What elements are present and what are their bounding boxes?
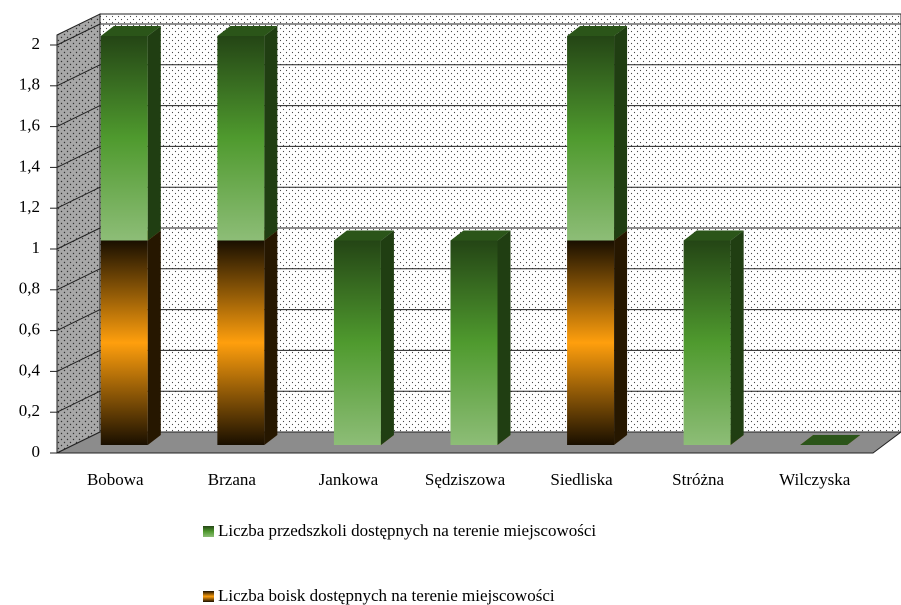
grid-line bbox=[56, 268, 101, 291]
bar bbox=[217, 230, 278, 445]
grid-line bbox=[56, 23, 101, 46]
bar-top bbox=[333, 230, 394, 241]
bar bbox=[567, 26, 628, 241]
bar-side bbox=[614, 230, 628, 445]
bar-front bbox=[100, 240, 148, 445]
y-tick-label: 1,4 bbox=[19, 156, 41, 175]
bar-side bbox=[264, 230, 278, 445]
bar-top bbox=[683, 230, 744, 241]
bar-side bbox=[730, 230, 744, 445]
x-tick-label: Brzana bbox=[208, 470, 257, 489]
grid-line bbox=[56, 390, 101, 413]
bar bbox=[100, 230, 161, 445]
bar-front bbox=[450, 240, 498, 445]
bar-front bbox=[333, 240, 381, 445]
x-tick-label: Sędziszowa bbox=[425, 470, 506, 489]
bar-side bbox=[147, 26, 161, 241]
grid-line bbox=[56, 64, 101, 87]
bar-side bbox=[380, 230, 394, 445]
y-tick-label: 0,2 bbox=[19, 401, 40, 420]
bar-side bbox=[614, 26, 628, 241]
bar-front bbox=[217, 36, 265, 241]
bar-top bbox=[800, 435, 861, 445]
y-tick-label: 0,4 bbox=[19, 360, 41, 379]
grid-line bbox=[56, 227, 101, 250]
bar-top bbox=[217, 26, 278, 36]
y-tick-label: 0,6 bbox=[19, 320, 40, 339]
bar-side bbox=[497, 230, 511, 445]
bar-front bbox=[100, 36, 148, 241]
bar bbox=[217, 26, 278, 241]
x-tick-label: Bobowa bbox=[87, 470, 144, 489]
bar bbox=[567, 230, 628, 445]
legend-label: Liczba przedszkoli dostępnych na terenie… bbox=[218, 521, 596, 540]
y-tick-label: 1,8 bbox=[19, 75, 40, 94]
bar bbox=[333, 230, 394, 445]
legend-swatch bbox=[203, 526, 214, 537]
x-tick-label: Jankowa bbox=[319, 470, 379, 489]
y-tick-label: 1,2 bbox=[19, 197, 40, 216]
bar-front bbox=[567, 36, 615, 241]
bar-top bbox=[100, 26, 161, 36]
x-tick-label: Wilczyska bbox=[779, 470, 851, 489]
grid-line bbox=[56, 309, 101, 332]
bar-front bbox=[567, 240, 615, 445]
legend-label: Liczba boisk dostępnych na terenie miejs… bbox=[218, 586, 555, 605]
bar-front bbox=[217, 240, 265, 445]
legend-swatch bbox=[203, 591, 214, 602]
grid-line bbox=[56, 186, 101, 209]
y-tick-label: 2 bbox=[32, 34, 41, 53]
bar-top bbox=[567, 26, 628, 36]
y-tick-label: 0,8 bbox=[19, 279, 40, 298]
y-tick-label: 1 bbox=[32, 238, 41, 257]
y-tick-label: 1,6 bbox=[19, 116, 40, 135]
bar bbox=[100, 26, 161, 241]
bar bbox=[450, 230, 511, 445]
bar-side bbox=[147, 230, 161, 445]
bar-side bbox=[264, 26, 278, 241]
side-wall bbox=[56, 13, 101, 454]
grid-line bbox=[56, 105, 101, 128]
x-tick-label: Siedliska bbox=[550, 470, 613, 489]
bar-front bbox=[683, 240, 731, 445]
y-tick-label: 0 bbox=[32, 442, 41, 461]
bar bbox=[683, 230, 744, 445]
bar bbox=[800, 435, 861, 445]
x-tick-label: Stróżna bbox=[672, 470, 724, 489]
grid-line bbox=[56, 349, 101, 372]
grid-line bbox=[56, 145, 101, 168]
bar-top bbox=[450, 230, 511, 241]
